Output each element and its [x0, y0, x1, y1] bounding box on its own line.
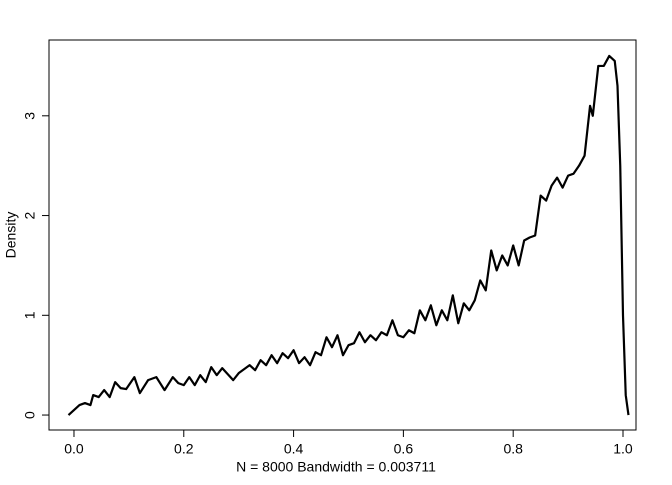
- x-tick-label: 0.8: [503, 441, 523, 457]
- y-tick-label: 1: [22, 311, 38, 319]
- x-tick-label: 1.0: [613, 441, 633, 457]
- plot-box: [48, 39, 637, 431]
- y-tick-label: 3: [22, 112, 38, 120]
- y-tick-label: 0: [22, 411, 38, 419]
- density-line: [67, 54, 630, 416]
- y-tick-label: 2: [22, 211, 38, 219]
- x-tick-label: 0.6: [394, 441, 414, 457]
- x-tick-label: 0.0: [64, 441, 84, 457]
- x-tick-label: 0.4: [284, 441, 304, 457]
- y-axis-label: Density: [3, 212, 19, 259]
- x-tick-label: 0.2: [174, 441, 194, 457]
- x-axis-label: N = 8000 Bandwidth = 0.003711: [236, 459, 436, 475]
